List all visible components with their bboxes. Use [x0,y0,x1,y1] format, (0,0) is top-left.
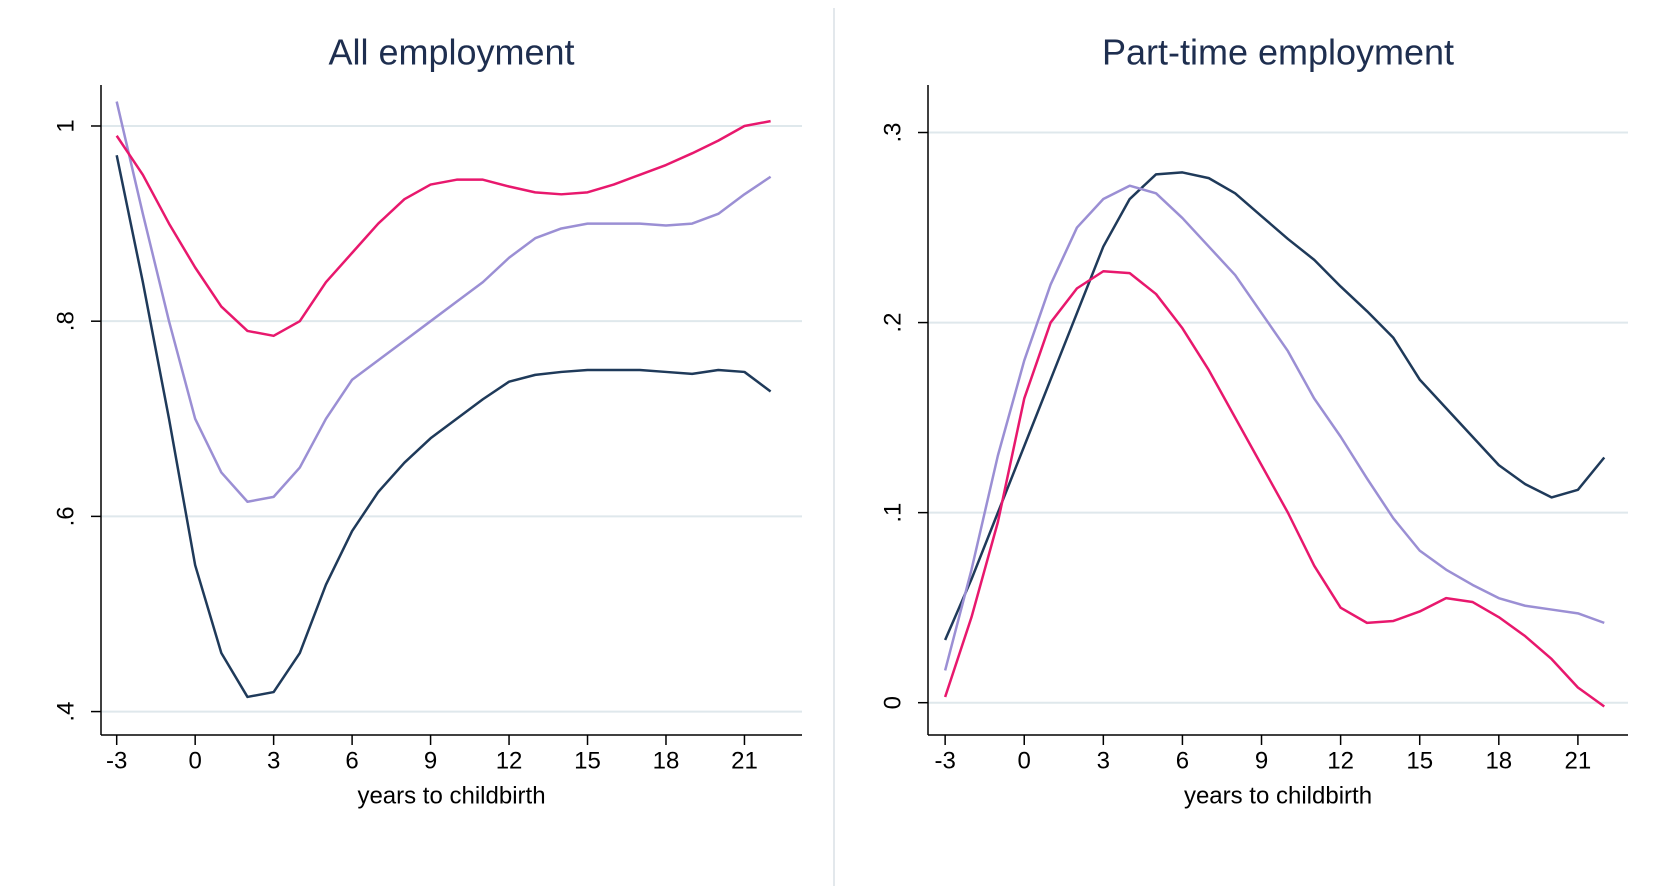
x-tick-label: 15 [574,747,601,774]
series-line [115,155,772,699]
series-line [943,270,1606,708]
y-tick-label: 0 [879,696,906,709]
chart-title: Part-time employment [1102,32,1454,73]
x-tick-label: 6 [1176,747,1189,774]
x-tick-label: -3 [106,747,127,774]
x-tick-label: 15 [1406,747,1433,774]
series-line [943,184,1605,671]
y-tick-label: .1 [879,503,906,523]
y-tick-label: .2 [879,313,906,333]
x-tick-label: 0 [188,747,201,774]
series-line [115,101,772,503]
x-tick-label: 18 [1485,747,1512,774]
x-axis-label: years to childbirth [357,782,545,809]
y-tick-label: .4 [52,702,79,722]
x-tick-label: 0 [1018,747,1031,774]
x-tick-label: -3 [934,747,955,774]
x-tick-label: 3 [267,747,280,774]
y-tick-label: .3 [879,123,906,143]
x-tick-label: 21 [731,747,758,774]
x-tick-label: 21 [1565,747,1592,774]
x-axis-label: years to childbirth [1184,782,1372,809]
y-tick-label: .6 [52,506,79,526]
x-tick-label: 6 [345,747,358,774]
y-tick-label: 1 [52,119,79,132]
x-tick-label: 12 [496,747,523,774]
x-tick-label: 18 [653,747,680,774]
chart-title: All employment [328,32,574,73]
y-tick-label: .8 [52,311,79,331]
x-tick-label: 12 [1327,747,1354,774]
x-tick-label: 9 [424,747,437,774]
x-tick-label: 3 [1097,747,1110,774]
series-line [943,171,1606,641]
series-line [115,119,771,338]
x-tick-label: 9 [1255,747,1268,774]
